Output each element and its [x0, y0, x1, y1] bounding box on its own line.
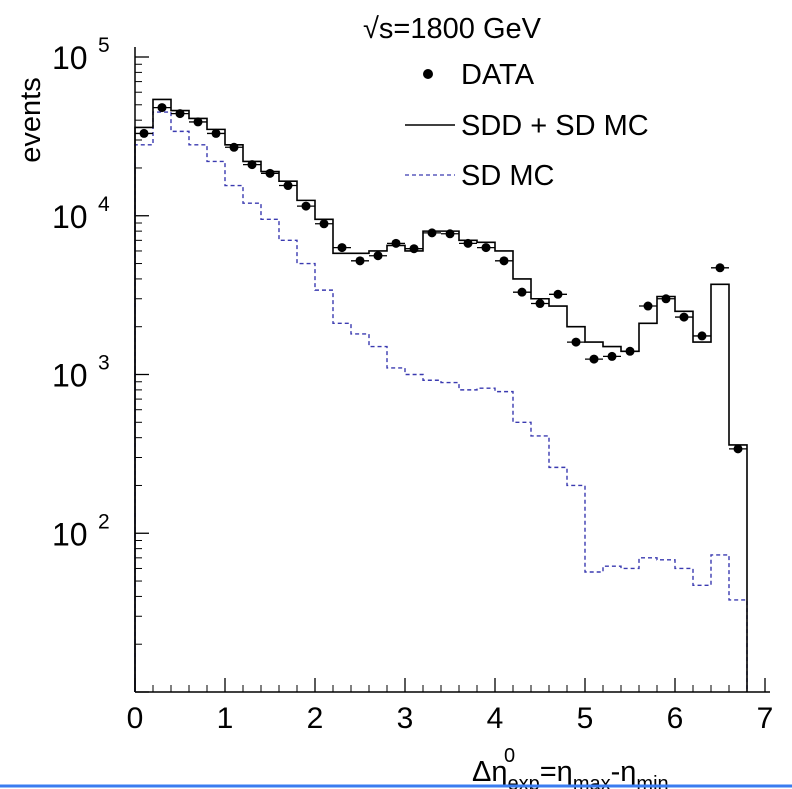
- sd-mc-step-line: [134, 111, 748, 692]
- data-point: [679, 312, 689, 322]
- data-point: [301, 201, 311, 211]
- chart-title: √s=1800 GeV: [363, 13, 542, 45]
- data-point: [553, 289, 563, 299]
- x-label-dash: -η: [611, 756, 637, 788]
- y-tick-label: 10: [52, 516, 88, 552]
- data-point: [157, 103, 167, 113]
- legend: DATA SDD + SD MC SD MC: [405, 59, 649, 192]
- x-tick-label: 7: [757, 702, 774, 735]
- data-point: [445, 229, 455, 239]
- x-tick-label: 4: [487, 702, 504, 735]
- data-point: [697, 331, 707, 341]
- data-point: [337, 243, 347, 253]
- svg-text:Δηexp=ηmax-ηmin: Δηexp=ηmax-ηmin: [472, 756, 669, 789]
- data-point: [373, 251, 383, 261]
- data-point: [733, 444, 743, 454]
- data-point: [247, 160, 257, 170]
- y-axis-label: events: [15, 77, 47, 162]
- y-tick-label: 10: [52, 358, 88, 394]
- data-point: [319, 219, 329, 229]
- data-point: [589, 354, 599, 364]
- series-sd-mc: [134, 111, 748, 692]
- x-axis-label: Δηexp=ηmax-ηmin 0: [472, 745, 669, 789]
- data-point: [625, 346, 635, 356]
- legend-data-label: DATA: [461, 59, 535, 91]
- x-label-eq: =η: [540, 756, 573, 788]
- x-label-delta: Δη: [472, 756, 508, 788]
- data-point: [571, 337, 581, 347]
- data-point: [283, 181, 293, 191]
- data-point: [517, 287, 527, 297]
- y-tick-label: 10: [52, 199, 88, 235]
- data-point: [409, 244, 419, 254]
- data-point: [643, 301, 653, 311]
- legend-data-marker: [423, 69, 433, 79]
- y-tick-label: 10: [52, 40, 88, 76]
- data-point: [661, 294, 671, 304]
- y-tick-exponent: 4: [98, 193, 110, 216]
- data-point: [391, 238, 401, 248]
- x-tick-label: 2: [307, 702, 324, 735]
- x-tick-label: 1: [217, 702, 234, 735]
- y-tick-exponent: 5: [98, 34, 110, 57]
- x-tick-label: 5: [577, 702, 594, 735]
- data-point: [139, 128, 149, 138]
- y-tick-exponent: 3: [98, 352, 110, 375]
- data-point: [229, 142, 239, 152]
- data-point: [499, 256, 509, 266]
- y-tick-exponent: 2: [98, 510, 110, 533]
- data-point: [481, 243, 491, 253]
- data-point: [211, 128, 221, 138]
- data-point: [265, 168, 275, 178]
- series-data: [135, 103, 747, 454]
- data-point: [427, 228, 437, 238]
- plot-frame: [134, 47, 770, 693]
- data-point: [535, 299, 545, 309]
- x-label-sup-zero: 0: [504, 745, 515, 767]
- x-tick-label: 0: [127, 702, 144, 735]
- axis-ticks: 0 1 2 3 4 5 6 7 10 2 10 3 10 4 10 5: [52, 34, 773, 735]
- legend-sd-label: SD MC: [461, 160, 554, 192]
- data-point: [175, 109, 185, 119]
- x-tick-label: 3: [397, 702, 414, 735]
- x-tick-label: 6: [667, 702, 684, 735]
- data-point: [193, 117, 203, 127]
- data-point: [463, 238, 473, 248]
- data-point: [607, 351, 617, 361]
- data-point: [715, 263, 725, 273]
- data-point: [355, 256, 365, 266]
- sdd-sd-mc-step-line: [134, 98, 748, 692]
- legend-sdd-label: SDD + SD MC: [461, 110, 649, 142]
- series-sdd-sd-mc: [134, 98, 748, 692]
